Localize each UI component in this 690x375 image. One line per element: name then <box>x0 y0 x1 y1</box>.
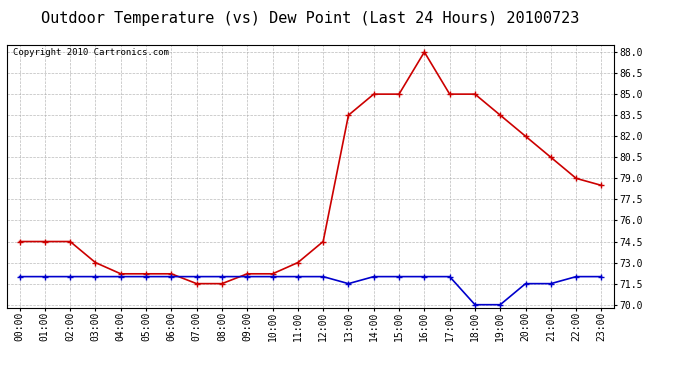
Text: Outdoor Temperature (vs) Dew Point (Last 24 Hours) 20100723: Outdoor Temperature (vs) Dew Point (Last… <box>41 11 580 26</box>
Text: Copyright 2010 Cartronics.com: Copyright 2010 Cartronics.com <box>13 48 169 57</box>
